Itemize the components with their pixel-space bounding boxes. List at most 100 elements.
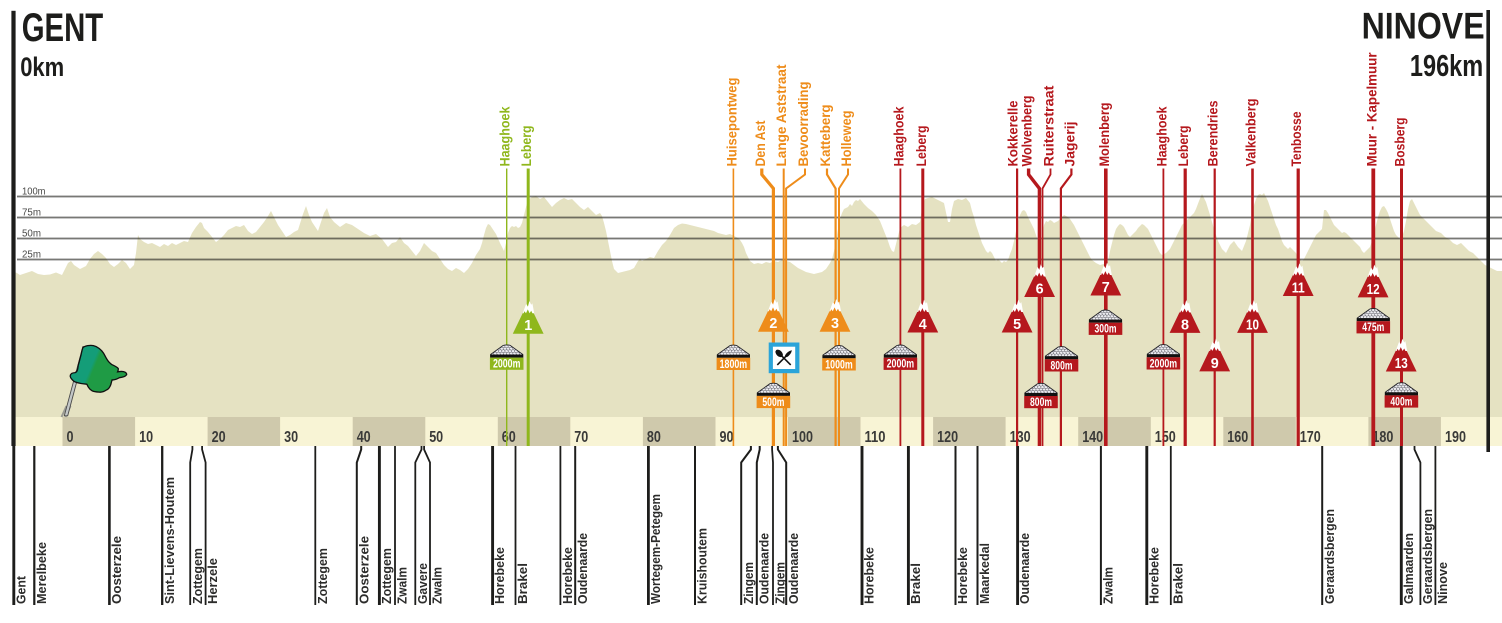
svg-text:25m: 25m <box>22 250 41 261</box>
svg-text:Muur - Kapelmuur: Muur - Kapelmuur <box>1363 52 1379 167</box>
svg-text:20: 20 <box>212 429 226 446</box>
svg-text:5: 5 <box>1013 316 1021 333</box>
svg-text:70: 70 <box>574 429 588 446</box>
svg-text:2000m: 2000m <box>1150 356 1178 370</box>
svg-text:Haaghoek: Haaghoek <box>1153 106 1169 166</box>
svg-text:Geraardsbergen: Geraardsbergen <box>1420 509 1435 604</box>
svg-text:140: 140 <box>1082 429 1103 446</box>
svg-text:180: 180 <box>1372 429 1393 446</box>
svg-text:8: 8 <box>1181 316 1189 333</box>
svg-text:2000m: 2000m <box>887 357 915 371</box>
svg-text:75m: 75m <box>22 208 41 219</box>
svg-text:400m: 400m <box>1390 394 1412 408</box>
svg-text:4: 4 <box>919 316 928 333</box>
svg-text:10: 10 <box>1246 316 1259 333</box>
svg-text:Tenbosse: Tenbosse <box>1288 111 1304 166</box>
svg-text:100m: 100m <box>22 187 46 198</box>
svg-text:800m: 800m <box>1030 395 1052 409</box>
svg-text:Kruishoutem: Kruishoutem <box>695 528 710 604</box>
svg-text:Gent: Gent <box>13 575 28 604</box>
svg-text:Horebeke: Horebeke <box>560 547 575 604</box>
svg-text:196km: 196km <box>1410 48 1483 83</box>
svg-text:Valkenberg: Valkenberg <box>1243 99 1259 167</box>
svg-text:1: 1 <box>524 317 532 334</box>
svg-text:Bosberg: Bosberg <box>1392 118 1408 167</box>
svg-text:100: 100 <box>792 429 813 446</box>
svg-text:Haaghoek: Haaghoek <box>890 106 906 166</box>
svg-text:12: 12 <box>1367 281 1380 298</box>
svg-text:Oudenaarde: Oudenaarde <box>786 533 801 604</box>
svg-text:Holleweg: Holleweg <box>838 111 854 167</box>
svg-text:Katteberg: Katteberg <box>817 105 833 167</box>
svg-text:300m: 300m <box>1095 322 1117 336</box>
svg-text:50: 50 <box>429 429 443 446</box>
svg-text:Lange Aststraat: Lange Aststraat <box>773 64 789 166</box>
svg-text:2: 2 <box>769 315 777 332</box>
svg-text:13: 13 <box>1395 355 1408 372</box>
svg-text:Merelbeke: Merelbeke <box>34 542 49 604</box>
svg-text:3: 3 <box>831 315 839 332</box>
svg-text:Sint-Lievens-Houtem: Sint-Lievens-Houtem <box>162 477 177 604</box>
svg-text:1000m: 1000m <box>825 357 853 371</box>
svg-text:130: 130 <box>1010 429 1031 446</box>
svg-text:Oosterzele: Oosterzele <box>109 536 124 604</box>
svg-text:9: 9 <box>1211 355 1219 372</box>
svg-text:Zingem: Zingem <box>773 562 788 604</box>
svg-text:Haaghoek: Haaghoek <box>497 106 513 166</box>
svg-text:500m: 500m <box>762 395 784 409</box>
svg-text:Oudenaarde: Oudenaarde <box>1017 533 1032 604</box>
svg-text:Zottegem: Zottegem <box>315 548 330 604</box>
svg-text:Herzele: Herzele <box>205 558 220 604</box>
svg-text:Geraardsbergen: Geraardsbergen <box>1322 509 1337 604</box>
svg-text:Ninove: Ninove <box>1435 562 1450 604</box>
svg-text:Horebeke: Horebeke <box>492 547 507 604</box>
svg-text:Ruiterstraat: Ruiterstraat <box>1041 85 1057 166</box>
svg-text:Zingem: Zingem <box>741 562 756 604</box>
svg-text:Kokkerelle: Kokkerelle <box>1005 100 1021 166</box>
svg-text:170: 170 <box>1300 429 1321 446</box>
svg-text:Horebeke: Horebeke <box>1146 547 1161 604</box>
svg-text:Horebeke: Horebeke <box>955 547 970 604</box>
svg-text:0: 0 <box>67 429 74 446</box>
svg-text:160: 160 <box>1227 429 1248 446</box>
svg-text:Galmaarden: Galmaarden <box>1401 533 1416 604</box>
svg-text:Zottegem: Zottegem <box>190 548 205 604</box>
svg-text:1800m: 1800m <box>720 357 748 371</box>
svg-text:Zwalm: Zwalm <box>430 567 445 604</box>
svg-text:Zwalm: Zwalm <box>1101 567 1116 604</box>
svg-text:90: 90 <box>720 429 734 446</box>
svg-text:Brakel: Brakel <box>515 563 530 604</box>
svg-text:190: 190 <box>1445 429 1466 446</box>
svg-text:80: 80 <box>647 429 661 446</box>
svg-text:150: 150 <box>1155 429 1176 446</box>
svg-text:Oudenaarde: Oudenaarde <box>575 533 590 604</box>
svg-text:475m: 475m <box>1362 320 1384 334</box>
svg-text:120: 120 <box>937 429 958 446</box>
svg-text:10: 10 <box>139 429 153 446</box>
svg-text:50m: 50m <box>22 229 41 240</box>
svg-text:800m: 800m <box>1051 358 1073 372</box>
svg-text:7: 7 <box>1102 279 1110 296</box>
svg-text:Molenberg: Molenberg <box>1096 103 1112 167</box>
svg-text:Gavere: Gavere <box>415 563 430 604</box>
svg-text:0km: 0km <box>20 52 64 82</box>
svg-text:Brakel: Brakel <box>908 563 923 604</box>
svg-text:Maarkedal: Maarkedal <box>977 543 992 604</box>
svg-text:Zwalm: Zwalm <box>395 567 410 604</box>
svg-text:Zottegem: Zottegem <box>379 548 394 604</box>
svg-text:GENT: GENT <box>22 6 104 50</box>
svg-text:Jagerij: Jagerij <box>1061 122 1077 167</box>
svg-text:Wortegem-Petegem: Wortegem-Petegem <box>648 494 663 604</box>
svg-text:Brakel: Brakel <box>1170 563 1185 604</box>
svg-text:Wolvenberg: Wolvenberg <box>1019 96 1035 167</box>
svg-text:60: 60 <box>502 429 516 446</box>
svg-text:Leberg: Leberg <box>1175 126 1191 167</box>
svg-text:Horebeke: Horebeke <box>862 547 877 604</box>
svg-text:Huisepontweg: Huisepontweg <box>723 78 739 167</box>
svg-text:Den Ast: Den Ast <box>752 120 768 166</box>
svg-text:11: 11 <box>1292 279 1305 296</box>
svg-text:Oosterzele: Oosterzele <box>356 536 371 604</box>
svg-text:6: 6 <box>1036 280 1044 297</box>
svg-text:Berendries: Berendries <box>1205 100 1221 166</box>
svg-text:Oudenaarde: Oudenaarde <box>756 533 771 604</box>
